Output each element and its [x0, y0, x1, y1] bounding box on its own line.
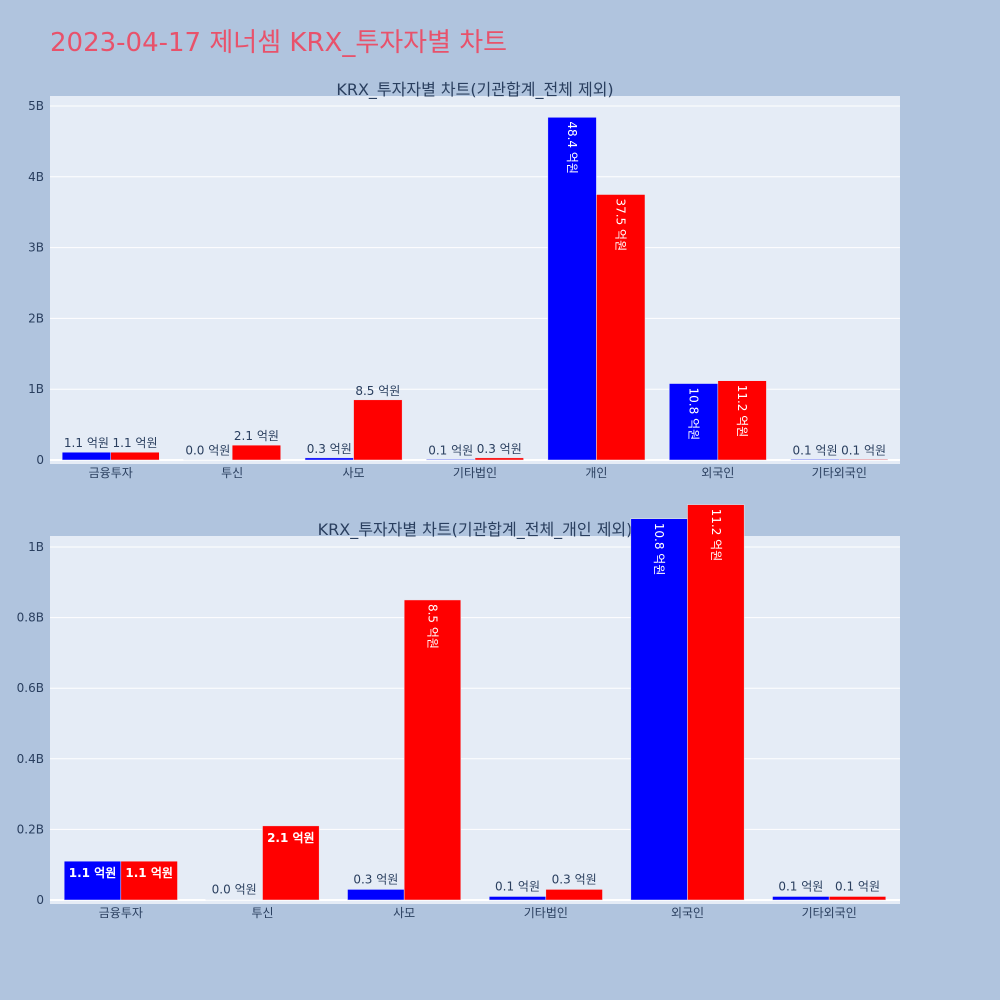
bar: [687, 504, 745, 901]
y-tick-label: 3B: [28, 241, 44, 255]
bar: [545, 889, 603, 901]
data-label: 2.1 억원: [267, 831, 315, 845]
data-label: 0.1 억원: [428, 443, 473, 457]
data-label: 0.1 억원: [778, 879, 823, 893]
y-tick-label: 0: [36, 893, 44, 907]
x-tick-label: 투신: [221, 466, 243, 480]
data-label: 0.1 억원: [793, 443, 838, 457]
data-label: 1.1 억원: [69, 866, 117, 880]
x-tick-label: 기타법인: [524, 906, 568, 920]
bar: [231, 444, 281, 461]
chart-title: KRX_투자자별 차트(기관합계_전체 제외): [336, 80, 613, 100]
data-label: 0.1 억원: [835, 879, 880, 893]
y-tick-label: 0.4B: [17, 752, 44, 766]
x-tick-label: 사모: [343, 466, 365, 480]
data-label: 2.1 억원: [234, 429, 279, 443]
x-tick-label: 금융투자: [99, 906, 143, 920]
bar: [488, 896, 547, 901]
y-tick-label: 0.8B: [17, 611, 44, 625]
data-label: 1.1 억원: [64, 436, 109, 450]
x-tick-label: 기타외국인: [802, 906, 857, 920]
bar: [596, 194, 646, 461]
y-tick-label: 0.2B: [17, 822, 44, 836]
data-label: 11.2 억원: [735, 385, 749, 438]
y-tick-label: 1B: [28, 540, 44, 554]
data-label: 8.5 억원: [355, 384, 400, 398]
chart-title: KRX_투자자별 차트(기관합계_전체_개인 제외): [318, 520, 633, 540]
bar: [353, 399, 403, 461]
data-label: 1.1 억원: [125, 866, 173, 880]
x-tick-label: 외국인: [671, 906, 704, 920]
bar: [772, 896, 830, 901]
bar: [110, 451, 160, 461]
x-tick-label: 기타외국인: [812, 466, 867, 480]
x-tick-label: 기타법인: [453, 466, 497, 480]
data-label: 0.3 억원: [307, 442, 352, 456]
y-tick-label: 0.6B: [17, 681, 44, 695]
data-label: 10.8 억원: [687, 388, 701, 441]
data-label: 0.0 억원: [185, 444, 230, 458]
bar: [828, 896, 887, 901]
bar: [839, 459, 889, 461]
y-tick-label: 0: [36, 453, 44, 467]
data-label: 11.2 억원: [709, 509, 723, 562]
y-tick-label: 5B: [28, 99, 44, 113]
data-label: 10.8 억원: [652, 523, 666, 576]
data-label: 0.0 억원: [212, 883, 257, 897]
x-tick-label: 외국인: [701, 466, 734, 480]
data-label: 0.3 억원: [477, 442, 522, 456]
bar: [717, 380, 767, 461]
bar: [63, 860, 122, 901]
bar: [669, 383, 719, 461]
x-tick-label: 사모: [393, 906, 415, 920]
bar: [205, 899, 263, 901]
bar: [120, 860, 178, 901]
x-tick-label: 개인: [585, 466, 607, 480]
y-tick-label: 1B: [28, 382, 44, 396]
data-label: 48.4 억원: [565, 121, 579, 174]
data-label: 8.5 억원: [426, 604, 440, 649]
bar: [547, 117, 597, 461]
data-label: 0.3 억원: [353, 872, 398, 886]
data-label: 37.5 억원: [614, 199, 628, 252]
y-tick-label: 2B: [28, 311, 44, 325]
data-label: 0.1 억원: [495, 879, 540, 893]
page-title: 2023-04-17 제너셈 KRX_투자자별 차트: [50, 28, 508, 58]
bar: [347, 889, 405, 901]
bar: [630, 518, 688, 901]
data-label: 0.1 억원: [841, 443, 886, 457]
data-label: 0.3 억원: [552, 872, 597, 886]
plot-area: [50, 536, 900, 904]
bar: [403, 599, 462, 901]
x-tick-label: 금융투자: [89, 466, 133, 480]
data-label: 1.1 억원: [113, 436, 158, 450]
bar: [262, 825, 320, 901]
x-tick-label: 투신: [251, 906, 273, 920]
bar: [474, 457, 524, 461]
y-tick-label: 4B: [28, 170, 44, 184]
